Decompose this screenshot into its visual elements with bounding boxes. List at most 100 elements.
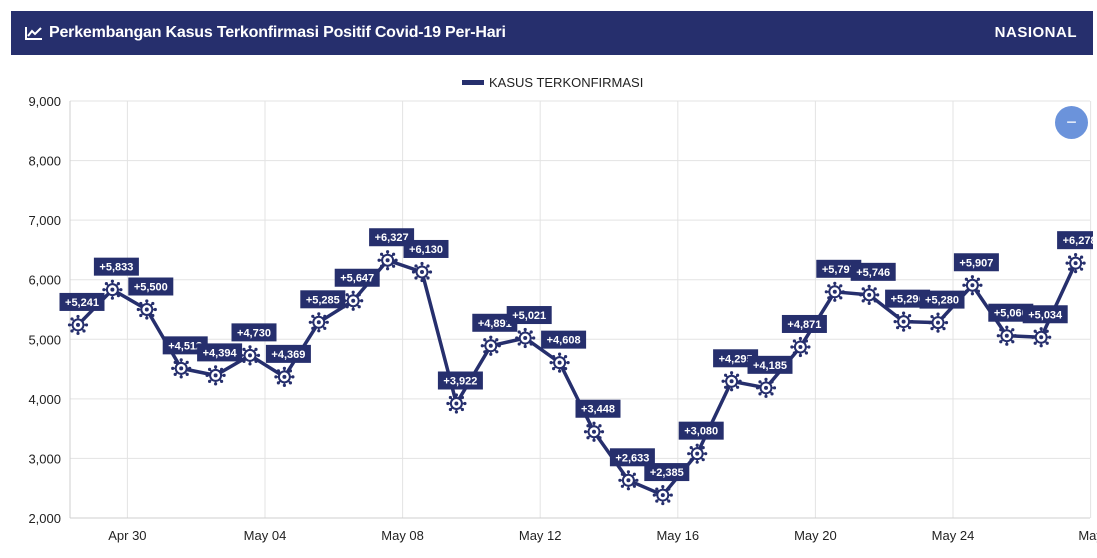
chart-header: Perkembangan Kasus Terkonfirmasi Positif…: [11, 11, 1093, 55]
x-tick-label: May 24: [932, 528, 975, 543]
y-tick-label: 2,000: [28, 511, 61, 526]
data-label: +4,369: [265, 344, 311, 363]
data-label-text: +5,060: [994, 308, 1028, 320]
data-label: +4,512: [162, 336, 208, 355]
data-label: +5,500: [128, 277, 174, 296]
zoom-out-button[interactable]: −: [1055, 106, 1088, 139]
data-label: +4,185: [747, 355, 793, 374]
header-title-group: Perkembangan Kasus Terkonfirmasi Positif…: [25, 11, 506, 55]
y-tick-label: 7,000: [28, 213, 61, 228]
data-point-marker[interactable]: [239, 345, 261, 366]
data-point-marker[interactable]: [927, 312, 949, 333]
data-point-marker[interactable]: [274, 366, 295, 387]
y-tick-label: 5,000: [28, 332, 61, 347]
data-point-marker[interactable]: [67, 314, 89, 336]
data-label: +5,746: [850, 262, 896, 281]
data-label: +5,797: [816, 259, 862, 278]
data-point-marker[interactable]: [549, 352, 570, 373]
data-label-text: +5,907: [959, 257, 993, 269]
data-point-marker[interactable]: [687, 443, 708, 464]
data-label: +5,280: [919, 290, 965, 309]
scope-label: NASIONAL: [994, 24, 1077, 41]
data-label-text: +4,369: [271, 349, 305, 361]
data-point-marker[interactable]: [136, 299, 157, 320]
data-label-text: +5,797: [822, 264, 856, 276]
y-tick-label: 6,000: [28, 273, 61, 288]
data-label: +5,647: [334, 268, 380, 287]
data-label: +4,394: [197, 343, 243, 362]
x-tick-label: May 12: [519, 528, 562, 543]
data-label: +5,021: [506, 306, 552, 325]
data-label-text: +3,922: [443, 376, 477, 388]
data-label: +5,285: [300, 290, 346, 309]
data-label-text: +5,285: [306, 294, 340, 306]
data-label-text: +4,185: [753, 360, 787, 372]
data-label: +5,907: [953, 253, 999, 272]
data-point-marker[interactable]: [859, 284, 880, 305]
data-point-marker[interactable]: [102, 279, 123, 300]
data-point-marker[interactable]: [996, 325, 1017, 346]
data-label: +2,385: [644, 463, 690, 482]
x-tick-label: May: [1078, 528, 1097, 543]
y-tick-label: 8,000: [28, 154, 61, 169]
data-label-text: +3,080: [684, 426, 718, 438]
data-label-text: +4,730: [237, 327, 271, 339]
data-point-marker[interactable]: [171, 358, 192, 379]
data-label: +6,130: [403, 239, 449, 258]
data-point-marker[interactable]: [755, 377, 777, 398]
data-label-text: +2,633: [615, 452, 649, 464]
data-label: +5,034: [1022, 305, 1068, 324]
data-point-marker[interactable]: [377, 250, 398, 271]
data-point-marker[interactable]: [411, 261, 433, 283]
data-label: +4,730: [231, 323, 277, 342]
data-label-text: +6,130: [409, 244, 443, 256]
data-point-marker[interactable]: [652, 484, 673, 506]
data-label-text: +4,512: [168, 340, 202, 352]
data-label-text: +4,891: [478, 318, 512, 330]
data-label-text: +5,034: [1028, 309, 1063, 321]
y-tick-label: 3,000: [28, 451, 61, 466]
data-point-marker[interactable]: [1031, 327, 1052, 348]
data-label-text: +5,833: [99, 262, 133, 274]
y-tick-label: 4,000: [28, 392, 61, 407]
data-label: +5,241: [59, 292, 105, 311]
data-label-text: +5,296: [891, 294, 925, 306]
x-tick-label: May 08: [381, 528, 424, 543]
data-point-marker[interactable]: [618, 470, 639, 491]
data-point-marker[interactable]: [446, 393, 467, 414]
data-label-text: +4,871: [787, 319, 821, 331]
data-point-marker[interactable]: [893, 311, 914, 332]
data-label-text: +5,280: [925, 295, 959, 307]
data-label: +6,327: [369, 228, 415, 247]
data-label: +4,295: [713, 349, 759, 368]
data-label-text: +5,241: [65, 297, 99, 309]
x-tick-label: May 20: [794, 528, 837, 543]
y-tick-label: 9,000: [28, 94, 61, 109]
legend-label: KASUS TERKONFIRMASI: [489, 75, 643, 90]
data-label-text: +5,500: [134, 282, 168, 294]
data-label-text: +5,647: [340, 273, 374, 285]
data-point-marker[interactable]: [1065, 253, 1086, 274]
legend-swatch: [462, 80, 484, 85]
data-point-marker[interactable]: [824, 281, 845, 302]
data-point-marker[interactable]: [515, 327, 536, 349]
data-label-text: +5,021: [512, 310, 546, 322]
data-point-marker[interactable]: [790, 336, 811, 358]
data-label: +5,833: [93, 257, 139, 276]
data-point-marker[interactable]: [583, 421, 605, 442]
data-point-marker[interactable]: [721, 371, 742, 392]
data-label-text: +4,608: [547, 335, 581, 347]
x-tick-label: May 16: [656, 528, 699, 543]
data-label: +3,448: [575, 399, 621, 418]
data-point-marker[interactable]: [962, 275, 983, 296]
data-point-marker[interactable]: [480, 335, 501, 356]
data-label: +3,922: [437, 371, 483, 390]
data-label: +4,608: [541, 330, 587, 349]
data-label: +4,891: [472, 313, 518, 332]
data-label: +5,060: [988, 303, 1034, 322]
data-label-text: +4,394: [203, 347, 238, 359]
data-point-marker[interactable]: [308, 312, 329, 333]
data-point-marker[interactable]: [343, 290, 364, 311]
data-point-marker[interactable]: [205, 365, 226, 386]
